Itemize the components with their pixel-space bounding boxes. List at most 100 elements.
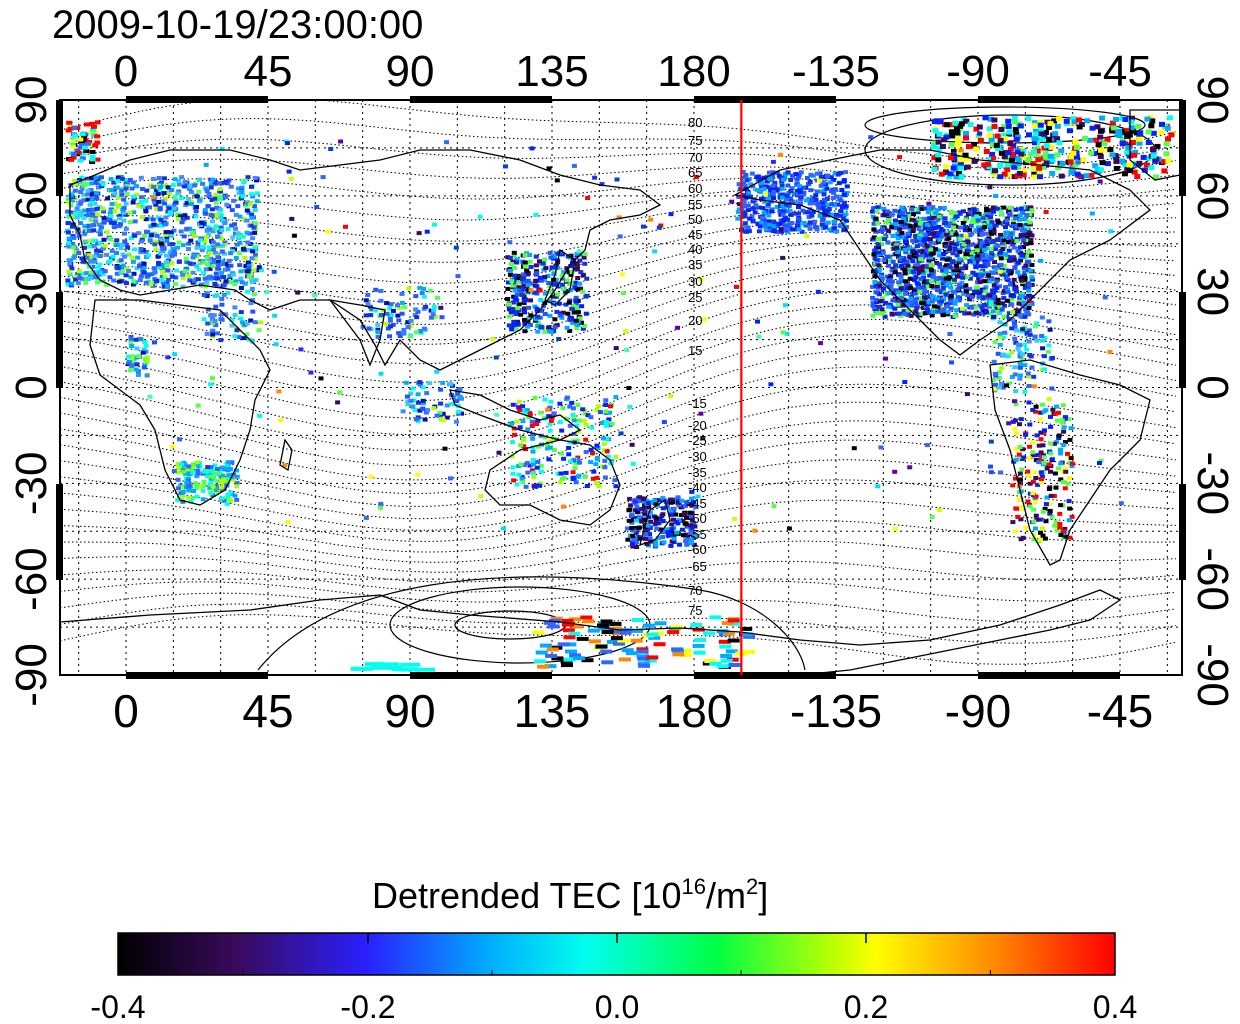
tec-cell: [610, 636, 623, 641]
tec-cell: [904, 244, 910, 249]
tec-cell: [681, 512, 687, 516]
tec-cell: [898, 276, 904, 281]
tec-cell: [990, 291, 996, 296]
tec-cell: [1058, 477, 1064, 482]
tec-cell: [995, 351, 1001, 356]
tec-cell: [118, 222, 123, 227]
tec-cell: [743, 172, 749, 177]
tec-cell: [252, 246, 258, 251]
tec-cell: [963, 217, 969, 222]
tec-cell: [916, 285, 922, 290]
tec-cell: [642, 623, 655, 628]
tec-cell: [547, 290, 553, 294]
tec-cell: [150, 217, 156, 222]
tec-cell: [1007, 282, 1013, 287]
tec-cell: [976, 257, 981, 262]
tec-cell: [159, 221, 165, 226]
tec-cell: [537, 288, 543, 293]
tec-cell: [1131, 169, 1138, 175]
coastline: [544, 248, 576, 306]
tec-cell: [876, 245, 882, 250]
tec-cell: [629, 526, 635, 531]
tec-cell: [931, 275, 937, 279]
tec-cell: [1034, 433, 1040, 438]
tec-cell: [813, 224, 818, 229]
tec-cell: [236, 335, 242, 340]
tec-cell: [1038, 417, 1044, 422]
tec-cell: [987, 185, 993, 190]
tec-cell: [250, 236, 256, 241]
tec-cell: [918, 296, 924, 301]
tec-cell: [105, 196, 111, 201]
tec-cell: [1066, 499, 1072, 504]
tec-cell: [1015, 346, 1021, 351]
tec-cell: [95, 280, 100, 285]
tec-cell: [937, 265, 943, 270]
tec-cell: [126, 252, 132, 257]
tec-cell: [180, 284, 186, 289]
tec-cell: [941, 297, 947, 302]
tec-cell: [440, 418, 446, 423]
tec-cell: [431, 308, 437, 313]
tec-cell: [1039, 526, 1045, 531]
tec-cell: [186, 197, 192, 201]
tec-cell: [542, 397, 548, 402]
tec-cell: [1031, 174, 1038, 180]
tec-cell: [1099, 160, 1106, 166]
tec-cell: [1038, 131, 1045, 137]
tec-cell: [1128, 125, 1135, 131]
tec-cell: [84, 122, 90, 127]
tec-cell: [928, 268, 934, 273]
tec-cell: [600, 649, 613, 654]
tec-cell: [381, 308, 386, 313]
tec-cell: [898, 274, 904, 279]
tec-cell: [977, 243, 983, 248]
tec-cell: [608, 404, 613, 409]
tec-cell: [997, 163, 1004, 168]
lon-tick-label: -90: [946, 47, 1010, 96]
tec-cell: [1004, 298, 1010, 303]
tec-cell: [991, 283, 997, 288]
tec-cell: [1041, 430, 1047, 435]
tec-cell: [625, 537, 631, 542]
tec-cell: [750, 199, 756, 204]
tec-cell: [533, 659, 546, 664]
tec-cell: [518, 312, 524, 317]
tec-cell: [1001, 352, 1006, 357]
tec-cell: [414, 330, 420, 335]
tec-cell: [1070, 150, 1077, 156]
tec-cell: [767, 176, 773, 181]
tec-cell: [154, 223, 160, 228]
tec-cell: [513, 280, 518, 285]
tec-cell: [258, 320, 263, 325]
tec-cell: [873, 290, 879, 295]
tec-cell: [1019, 293, 1025, 298]
tec-cell: [1165, 136, 1171, 142]
tec-cell: [819, 200, 825, 205]
tec-cell: [1006, 311, 1012, 316]
tec-cell: [77, 276, 83, 280]
tec-cell: [229, 323, 235, 328]
tec-cell: [925, 210, 931, 215]
axis-bar-top: [694, 96, 836, 103]
tec-cell: [395, 313, 401, 318]
tec-cell: [170, 246, 176, 251]
tec-cell: [1108, 229, 1114, 234]
tec-cell: [147, 394, 153, 399]
tec-cell: [252, 320, 258, 325]
tec-cell: [974, 285, 980, 290]
tec-cell: [737, 195, 743, 199]
tec-cell: [740, 626, 753, 631]
tec-cell: [919, 206, 925, 211]
tec-cell: [935, 304, 941, 309]
tec-cell: [1063, 469, 1069, 474]
coastline: [328, 299, 386, 367]
tec-cell: [217, 230, 223, 235]
tec-cell: [680, 533, 686, 538]
tec-cell: [89, 150, 96, 154]
tec-cell: [1025, 254, 1031, 259]
tec-cell: [954, 126, 960, 132]
tec-cell: [873, 216, 879, 221]
tec-cell: [987, 225, 993, 230]
tec-cell: [1011, 255, 1017, 260]
